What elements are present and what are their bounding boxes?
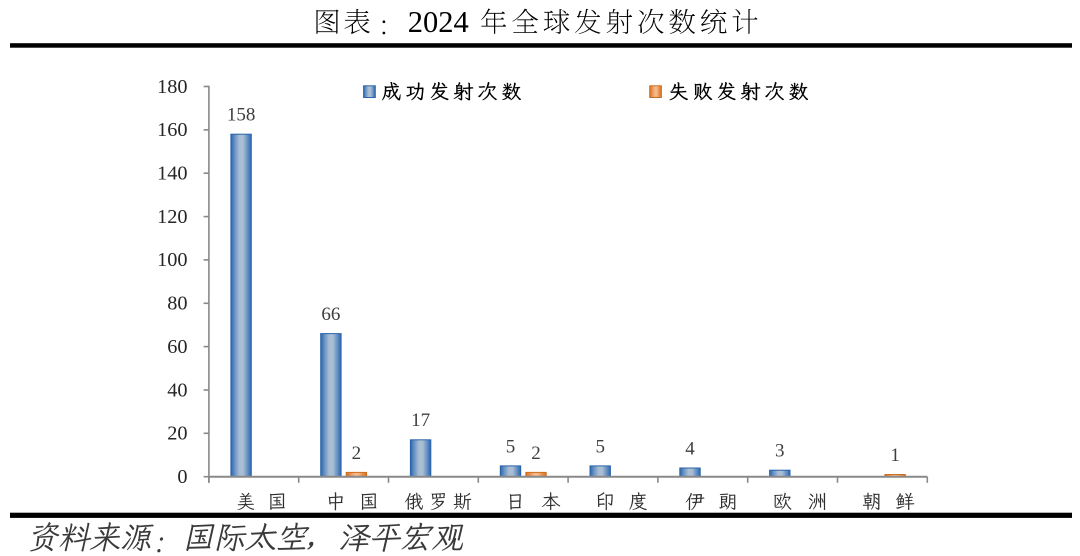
svg-text:158: 158 — [227, 105, 256, 126]
svg-text:17: 17 — [411, 410, 430, 431]
svg-text:0: 0 — [177, 466, 187, 488]
svg-text:2024: 2024 — [408, 5, 469, 39]
svg-text:40: 40 — [167, 379, 187, 401]
svg-text:80: 80 — [167, 293, 187, 315]
svg-text:5: 5 — [595, 436, 605, 457]
svg-text:100: 100 — [157, 249, 187, 271]
svg-text:2: 2 — [531, 443, 541, 464]
svg-text:2: 2 — [352, 443, 362, 464]
svg-text:3: 3 — [775, 441, 785, 462]
svg-text:120: 120 — [157, 206, 187, 228]
svg-text:1: 1 — [890, 445, 900, 466]
svg-text:140: 140 — [157, 163, 187, 185]
svg-text:5: 5 — [506, 436, 516, 457]
svg-text:180: 180 — [157, 76, 187, 98]
svg-text:20: 20 — [167, 423, 187, 445]
svg-text:66: 66 — [321, 304, 340, 325]
svg-text:4: 4 — [685, 438, 695, 459]
svg-text:60: 60 — [167, 336, 187, 358]
svg-text:160: 160 — [157, 119, 187, 141]
